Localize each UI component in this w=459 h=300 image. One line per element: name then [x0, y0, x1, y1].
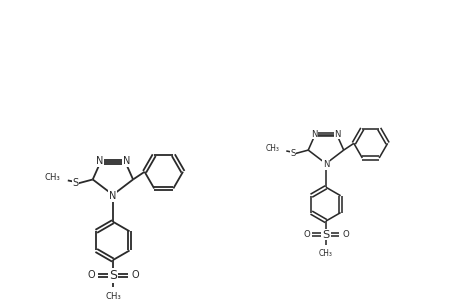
Text: N: N — [95, 156, 103, 166]
Text: N: N — [310, 130, 317, 139]
Text: O: O — [302, 230, 309, 239]
Text: O: O — [131, 270, 139, 280]
Text: O: O — [341, 230, 348, 239]
Text: CH₃: CH₃ — [44, 173, 60, 182]
Text: N: N — [322, 160, 329, 169]
Text: N: N — [123, 156, 130, 166]
Text: S: S — [290, 149, 295, 158]
Text: S: S — [109, 269, 117, 282]
Text: CH₃: CH₃ — [265, 144, 279, 153]
Text: N: N — [109, 191, 116, 201]
Text: S: S — [72, 178, 78, 188]
Text: CH₃: CH₃ — [319, 249, 332, 258]
Text: O: O — [87, 270, 95, 280]
Text: N: N — [334, 130, 340, 139]
Text: CH₃: CH₃ — [105, 292, 121, 300]
Text: S: S — [322, 230, 329, 240]
